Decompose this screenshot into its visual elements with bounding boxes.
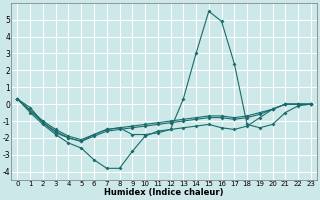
X-axis label: Humidex (Indice chaleur): Humidex (Indice chaleur): [104, 188, 224, 197]
